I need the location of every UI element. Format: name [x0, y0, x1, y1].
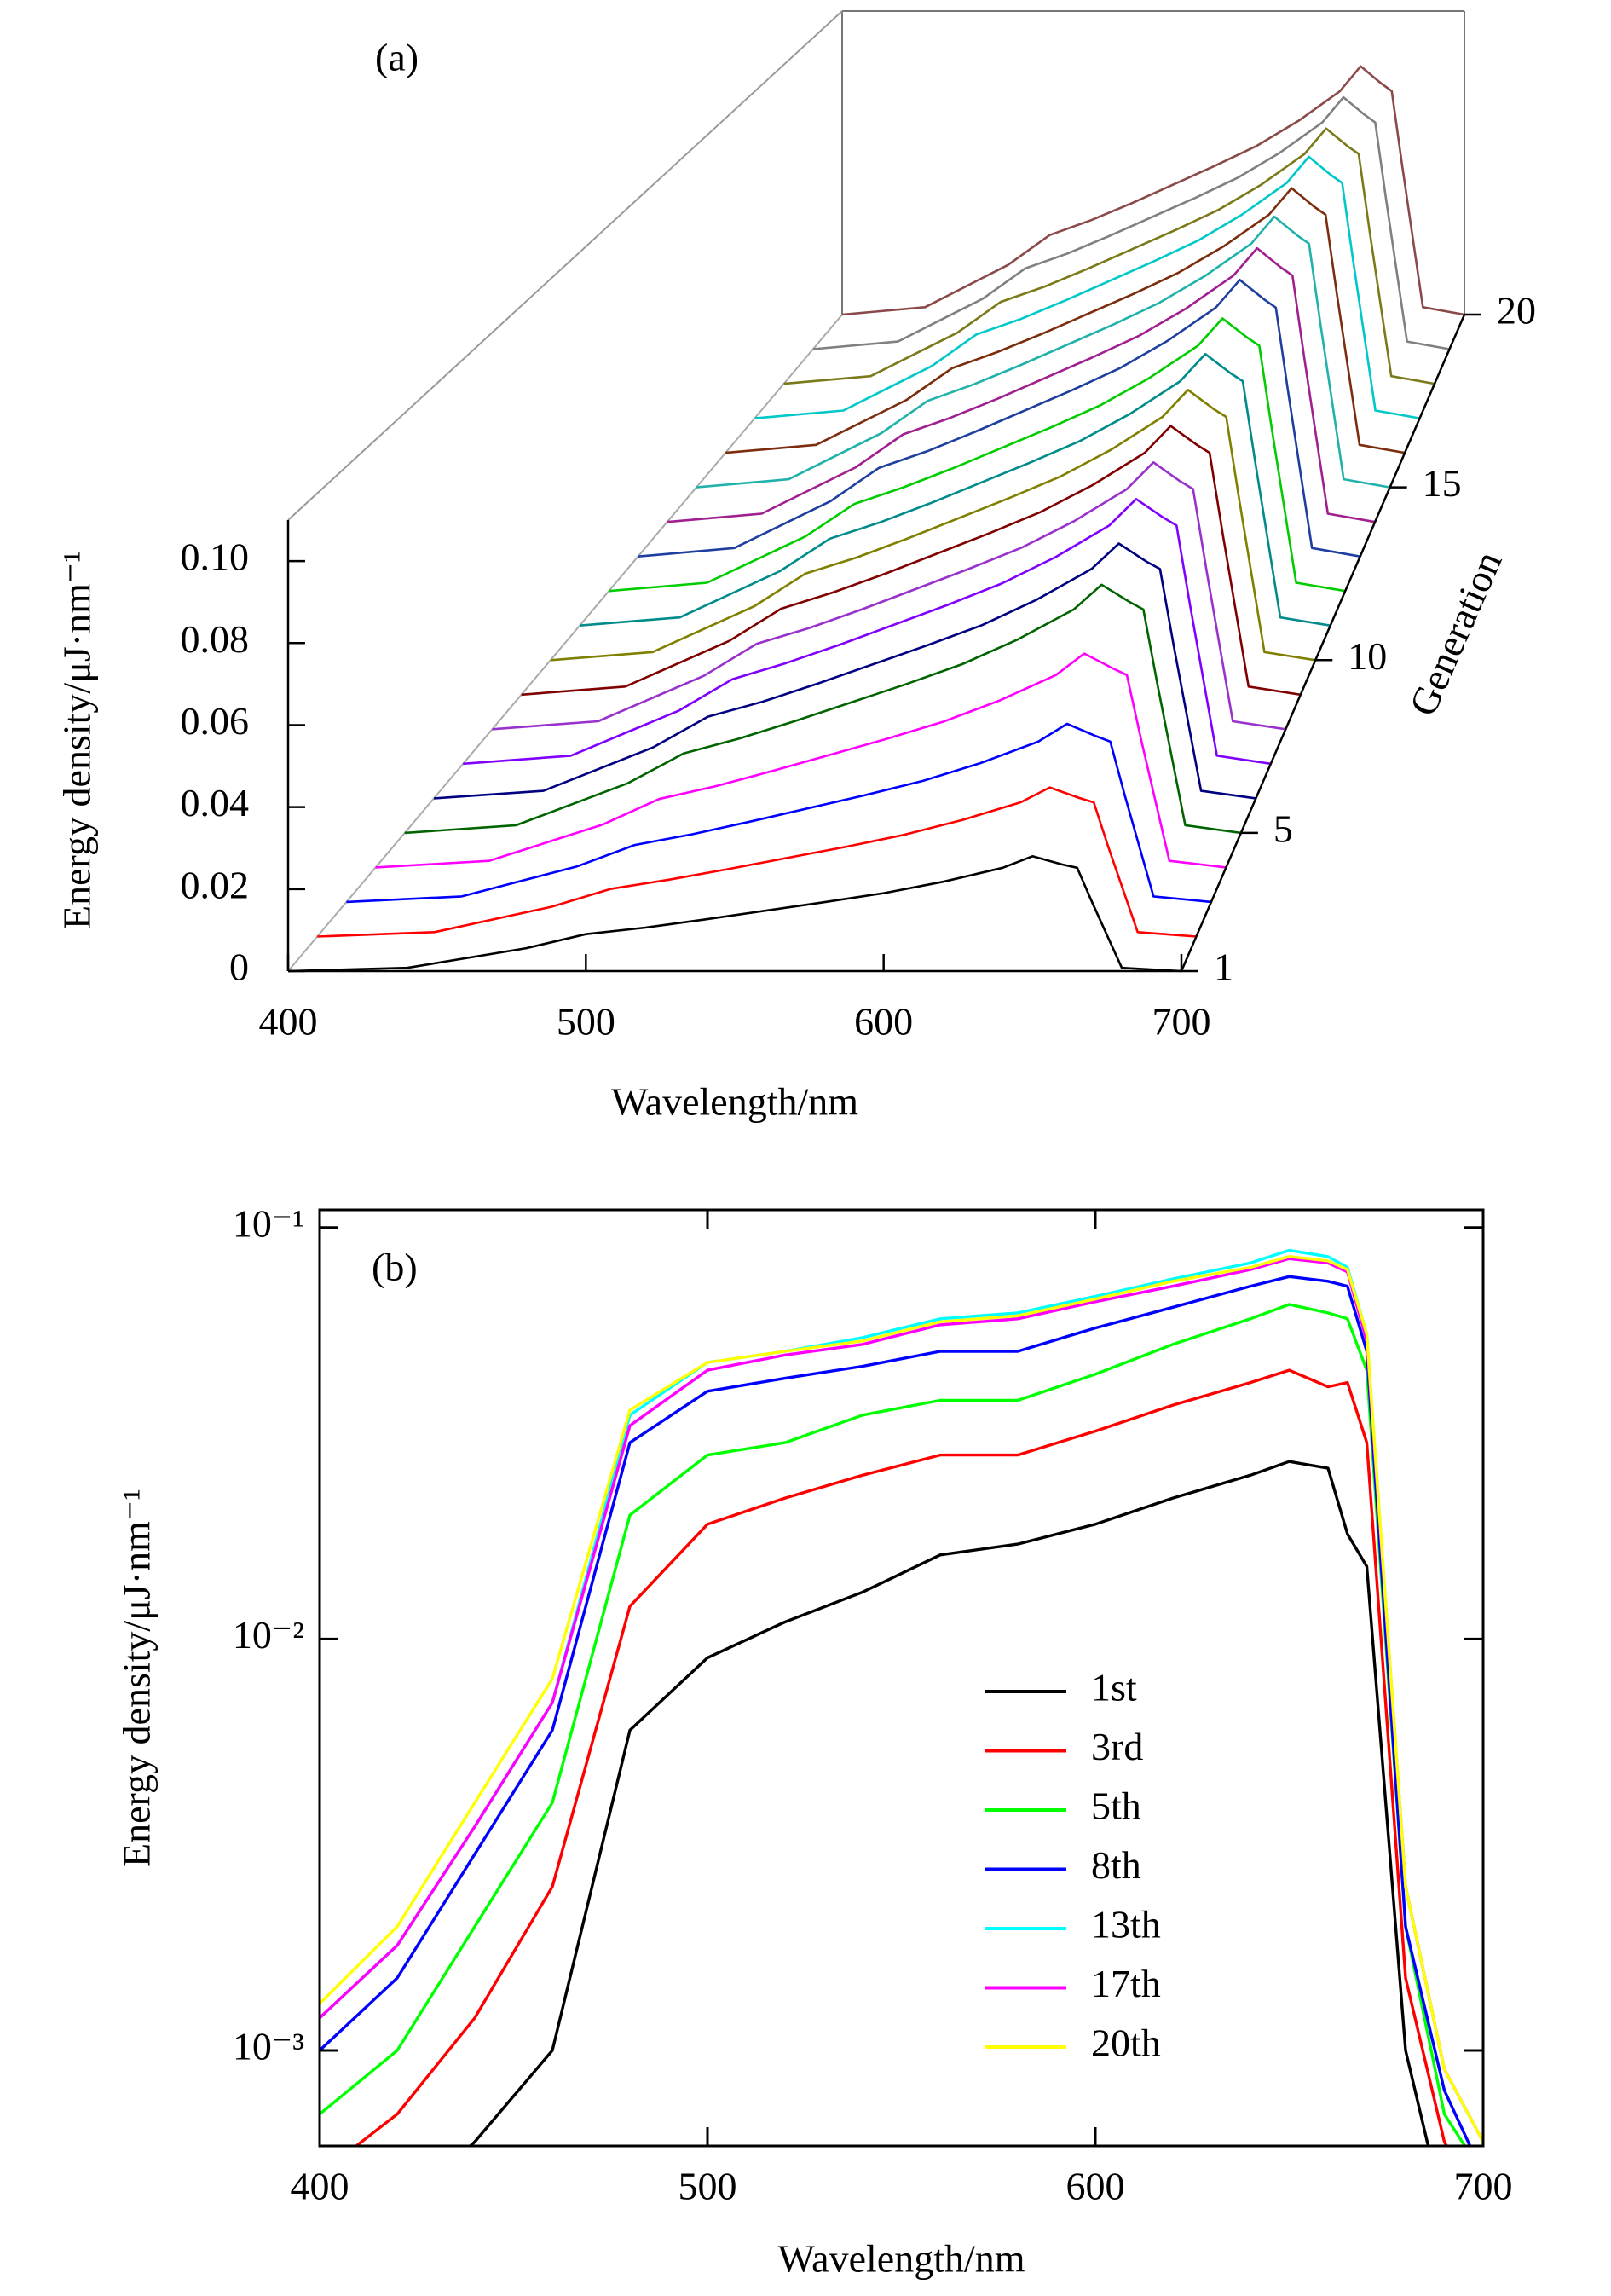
spectrum-line [492, 461, 1286, 731]
spectrum-line [375, 652, 1227, 869]
legend-label: 1st [1091, 1666, 1137, 1709]
y-tick-label: 0.02 [181, 863, 250, 906]
y-tick-label: 10⁻¹ [233, 1201, 304, 1245]
panel-label: (b) [372, 1246, 418, 1289]
spectrum-line [550, 389, 1316, 662]
depth-grid-line [287, 314, 843, 972]
legend-label: 8th [1091, 1843, 1141, 1887]
x-tick-label: 600 [1066, 2165, 1125, 2208]
spectrum-line [696, 215, 1390, 489]
z-axis-title: Generation [1400, 545, 1510, 722]
z-tick-label: 20 [1497, 289, 1536, 333]
spectrum-line [317, 786, 1197, 938]
legend-label: 17th [1091, 1962, 1161, 2005]
x-axis-title: Wavelength/nm [611, 1080, 858, 1124]
plot-frame [318, 1208, 1485, 2148]
y-axis-title: Energy density/μJ·nm⁻¹ [55, 551, 99, 929]
spectrum-line [320, 1257, 1483, 2143]
x-tick-label: 500 [557, 1000, 615, 1044]
x-tick-label: 700 [1152, 1000, 1211, 1044]
y-tick-label: 0.06 [181, 699, 250, 743]
z-tick-label: 15 [1423, 461, 1462, 505]
y-tick-label: 0 [229, 946, 249, 989]
spectrum-line [609, 317, 1346, 593]
spectrum-line [579, 352, 1331, 627]
y-tick-label: 0.04 [181, 781, 250, 824]
legend-label: 20th [1091, 2021, 1161, 2065]
spectrum-line [754, 155, 1420, 419]
z-tick-label: 1 [1214, 946, 1233, 989]
spectrum-line [320, 1275, 1472, 2146]
x-tick-label: 400 [259, 1000, 318, 1044]
spectrum-line [320, 1255, 1483, 2143]
legend-label: 13th [1091, 1903, 1161, 1946]
panel-label: (a) [375, 36, 419, 79]
curve-fill [288, 856, 1181, 971]
y-tick-label: 10⁻² [233, 1613, 304, 1657]
legend-label: 3rd [1091, 1725, 1143, 1768]
spectrum-line [725, 187, 1406, 454]
x-tick-label: 700 [1454, 2165, 1513, 2208]
x-tick-label: 500 [678, 2165, 737, 2208]
spectrum-line [287, 855, 1182, 973]
spectrum-line [783, 127, 1435, 385]
spectrum-line [320, 1303, 1467, 2146]
spectrum-line [521, 425, 1302, 697]
spectrum-line [468, 1460, 1430, 2146]
spectrum-line [638, 279, 1360, 558]
legend-label: 5th [1091, 1784, 1141, 1828]
spectrum-line [354, 1368, 1449, 2146]
spectrum-line [667, 246, 1376, 523]
spectrum-line [346, 722, 1212, 904]
z-axis [1180, 314, 1466, 972]
y-tick-label: 10⁻³ [233, 2025, 304, 2068]
y-tick-label: 0.10 [181, 535, 250, 579]
spectrum-line [841, 65, 1465, 316]
spectrum-line [320, 1248, 1483, 2143]
x-tick-label: 400 [291, 2165, 349, 2208]
spectrum-line [463, 498, 1271, 766]
x-tick-label: 600 [854, 1000, 913, 1044]
spectrum-line [812, 95, 1450, 350]
plot-area [320, 1248, 1483, 2146]
spectrum-line [434, 542, 1256, 800]
z-tick-label: 5 [1273, 807, 1293, 850]
y-tick-label: 0.08 [181, 617, 250, 661]
spectrum-line [404, 583, 1242, 835]
y-axis-title: Energy density/μJ·nm⁻¹ [115, 1489, 159, 1867]
z-tick-label: 10 [1348, 634, 1387, 678]
depth-edge [287, 10, 843, 521]
x-axis-title: Wavelength/nm [777, 2237, 1025, 2281]
